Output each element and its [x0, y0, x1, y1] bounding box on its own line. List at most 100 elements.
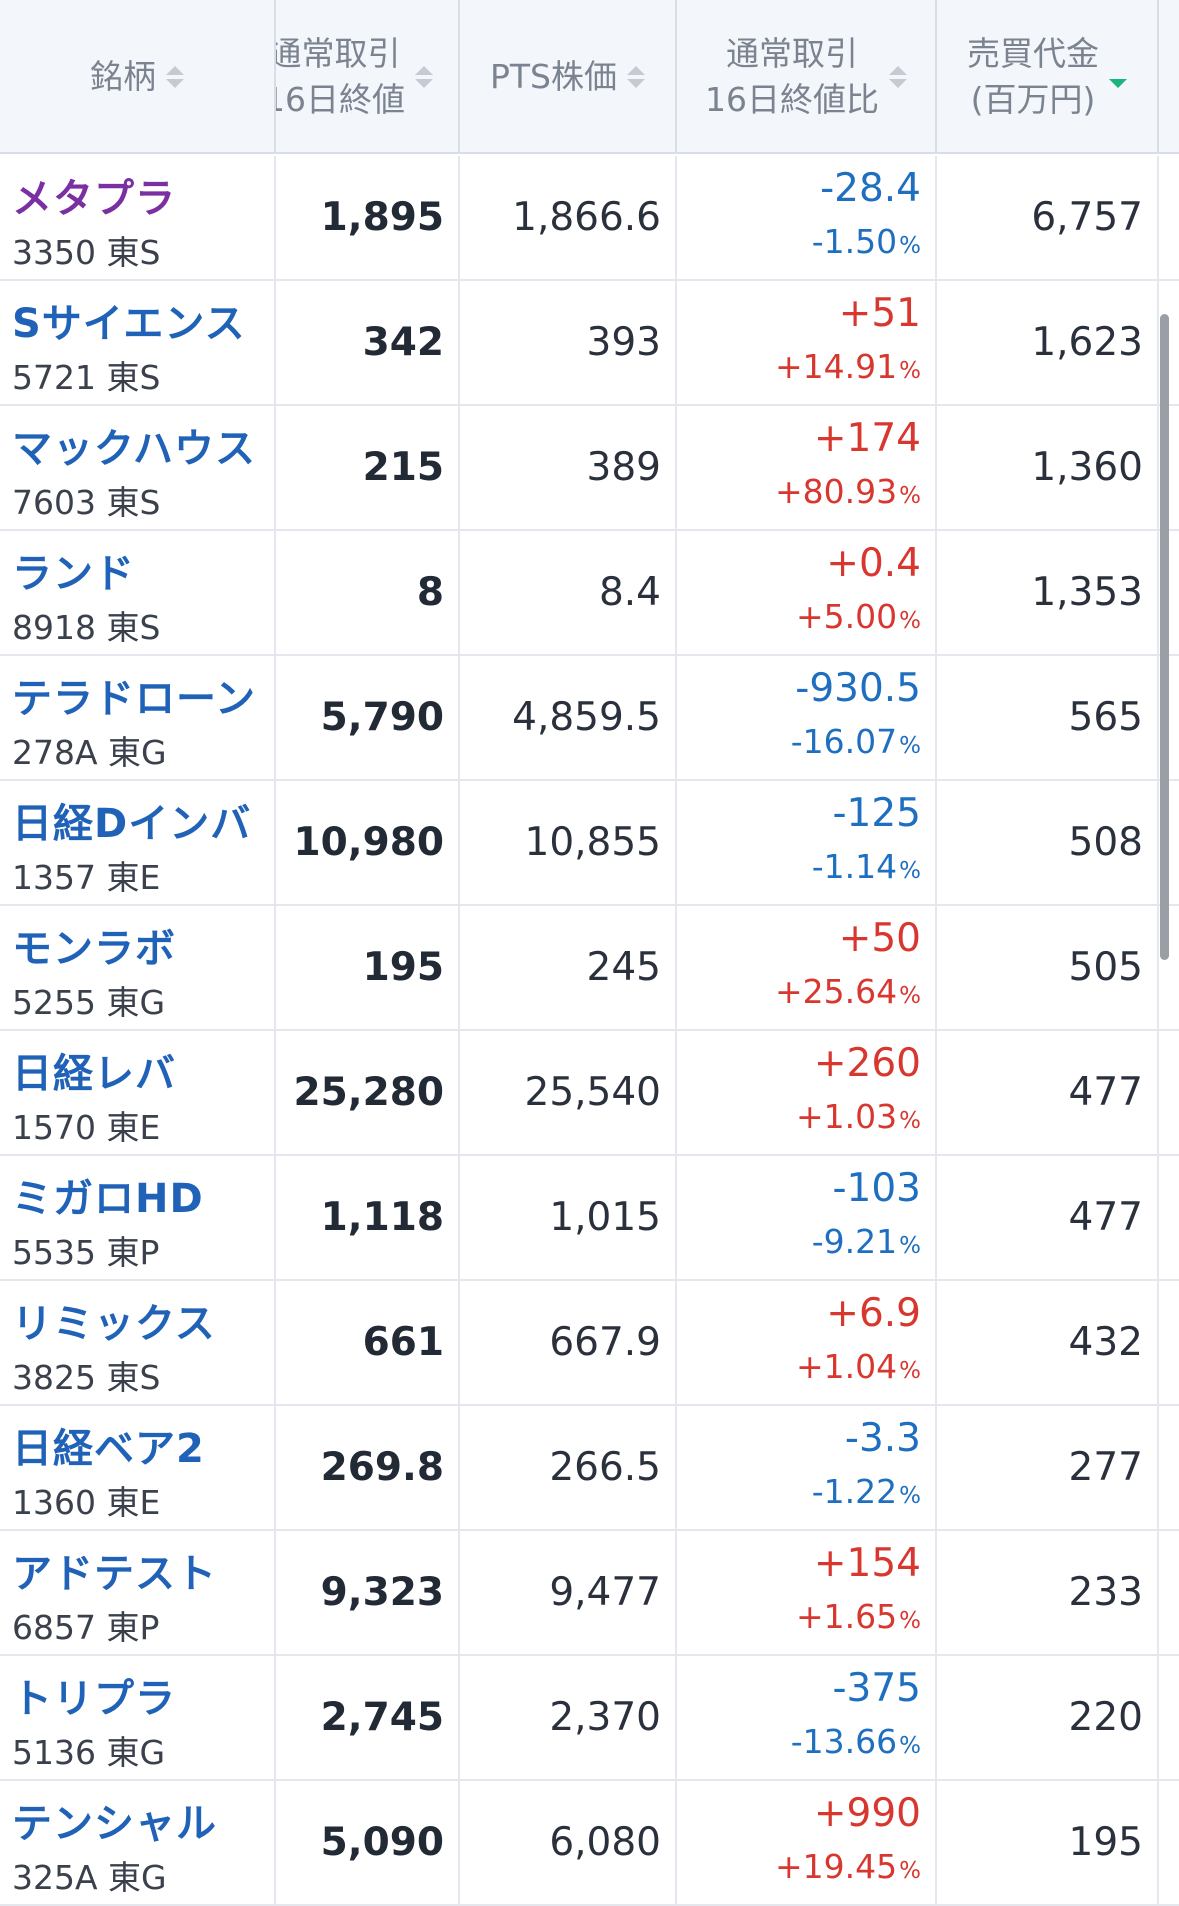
cell-volume: 6,757 — [937, 156, 1159, 279]
percent-sign: % — [899, 1108, 921, 1134]
pts-price: 8.4 — [598, 570, 661, 615]
table-row[interactable]: リミックス 3825 東S 661 667.9 +6.9 +1.04% 432 — [0, 1281, 1179, 1406]
column-header-volume-line2: (百万円) — [970, 80, 1096, 119]
stock-code: 325A 東G — [12, 1858, 167, 1897]
sort-icon — [889, 66, 907, 88]
change-value: +260 — [813, 1041, 921, 1086]
table-row[interactable]: Sサイエンス 5721 東S 342 393 +51 +14.91% 1,623 — [0, 281, 1179, 406]
table-row[interactable]: 日経レバ 1570 東E 25,280 25,540 +260 +1.03% 477 — [0, 1031, 1179, 1156]
stock-name-link[interactable]: アドテスト — [12, 1551, 217, 1597]
cell-change: +154 +1.65% — [677, 1531, 937, 1654]
pts-price: 4,859.5 — [512, 695, 661, 740]
stock-code: 3350 東S — [12, 233, 161, 272]
change-percent: -1.22% — [812, 1472, 921, 1511]
cell-pts: 10,855 — [460, 781, 677, 904]
change-value: -28.4 — [820, 166, 921, 211]
stock-name-link[interactable]: ランド — [12, 551, 135, 597]
percent-sign: % — [899, 233, 921, 259]
column-header-volume[interactable]: 売買代金 (百万円) — [937, 0, 1159, 154]
table-row[interactable]: アドテスト 6857 東P 9,323 9,477 +154 +1.65% 233 — [0, 1531, 1179, 1656]
change-value: +6.9 — [826, 1291, 921, 1336]
cell-volume: 195 — [937, 1781, 1159, 1904]
column-header-close-line1: 通常取引 — [276, 34, 401, 73]
cell-pts: 8.4 — [460, 531, 677, 654]
cell-change: -930.5 -16.07% — [677, 656, 937, 779]
stock-name-link[interactable]: 日経Dインバ — [12, 801, 252, 847]
table-row[interactable]: メタプラ 3350 東S 1,895 1,866.6 -28.4 -1.50% 6,757 — [0, 156, 1179, 281]
table-row[interactable]: テラドローン 278A 東G 5,790 4,859.5 -930.5 -16.07% 56… — [0, 656, 1179, 781]
change-percent-value: -1.14 — [811, 847, 898, 886]
stock-name-link[interactable]: テンシャル — [12, 1801, 217, 1847]
cell-change: -28.4 -1.50% — [677, 156, 937, 279]
stock-name-link[interactable]: メタプラ — [12, 176, 176, 222]
cell-pts: 6,080 — [460, 1781, 677, 1904]
column-header-name[interactable]: 銘柄 — [0, 0, 276, 154]
stock-name-link[interactable]: テラドローン — [12, 676, 256, 722]
table-row[interactable]: ミガロHD 5535 東P 1,118 1,015 -103 -9.21% 477 — [0, 1156, 1179, 1281]
column-header-change[interactable]: 通常取引 16日終値比 — [677, 0, 937, 154]
column-header-pts[interactable]: PTS株価 — [460, 0, 677, 154]
change-percent: -16.07% — [791, 722, 921, 761]
stock-name-link[interactable]: リミックス — [12, 1301, 216, 1347]
change-percent-value: +1.04 — [796, 1347, 898, 1386]
column-header-name-label: 銘柄 — [90, 57, 156, 96]
change-value: -125 — [832, 791, 921, 836]
column-header-change-line1: 通常取引 — [726, 34, 858, 73]
scrollbar[interactable] — [1160, 314, 1169, 960]
stock-code: 5535 東P — [12, 1233, 160, 1272]
change-value: -103 — [832, 1166, 921, 1211]
close-price: 195 — [362, 945, 444, 990]
cell-pts: 245 — [460, 906, 677, 1029]
change-percent: +5.00% — [796, 597, 921, 636]
sort-desc-active-icon — [1109, 66, 1127, 88]
cell-stock: アドテスト 6857 東P — [0, 1531, 276, 1654]
table-row[interactable]: 日経Dインバ 1357 東E 10,980 10,855 -125 -1.14% 508 — [0, 781, 1179, 906]
close-price: 10,980 — [293, 820, 445, 865]
table-row[interactable]: ランド 8918 東S 8 8.4 +0.4 +5.00% 1,353 — [0, 531, 1179, 656]
cell-volume: 477 — [937, 1031, 1159, 1154]
cell-stock: モンラボ 5255 東G — [0, 906, 276, 1029]
pts-price: 2,370 — [549, 1695, 661, 1740]
trading-value: 1,360 — [1031, 445, 1143, 490]
stock-name-link[interactable]: マックハウス — [12, 426, 256, 472]
pts-price: 389 — [586, 445, 661, 490]
close-price: 1,895 — [320, 195, 444, 240]
cell-change: +51 +14.91% — [677, 281, 937, 404]
change-percent-value: +25.64 — [775, 972, 898, 1011]
stock-name-link[interactable]: モンラボ — [12, 926, 176, 972]
close-price: 9,323 — [320, 1570, 444, 1615]
trading-value: 505 — [1068, 945, 1143, 990]
table-row[interactable]: テンシャル 325A 東G 5,090 6,080 +990 +19.45% 195 — [0, 1781, 1179, 1906]
trading-value: 1,353 — [1031, 570, 1143, 615]
pts-price: 10,855 — [524, 820, 661, 865]
close-price: 5,090 — [320, 1820, 444, 1865]
stock-code: 3825 東S — [12, 1358, 161, 1397]
change-value: -375 — [832, 1666, 921, 1711]
cell-close: 10,980 — [276, 781, 460, 904]
table-row[interactable]: 日経ベア2 1360 東E 269.8 266.5 -3.3 -1.22% 277 — [0, 1406, 1179, 1531]
cell-stock: ランド 8918 東S — [0, 531, 276, 654]
column-header-change-line2: 16日終値比 — [705, 80, 879, 119]
table-row[interactable]: マックハウス 7603 東S 215 389 +174 +80.93% 1,360 — [0, 406, 1179, 531]
change-percent: +19.45% — [775, 1847, 921, 1886]
cell-pts: 25,540 — [460, 1031, 677, 1154]
cell-change: -3.3 -1.22% — [677, 1406, 937, 1529]
stock-name-link[interactable]: ミガロHD — [12, 1176, 204, 1222]
cell-stock: 日経ベア2 1360 東E — [0, 1406, 276, 1529]
stock-name-link[interactable]: Sサイエンス — [12, 301, 246, 347]
pts-price: 6,080 — [549, 1820, 661, 1865]
table-row[interactable]: トリプラ 5136 東G 2,745 2,370 -375 -13.66% 220 — [0, 1656, 1179, 1781]
change-percent-value: +5.00 — [796, 597, 898, 636]
stock-name-link[interactable]: 日経レバ — [12, 1051, 176, 1097]
change-percent-value: -9.21 — [811, 1222, 898, 1261]
trading-value: 565 — [1068, 695, 1143, 740]
cell-change: +990 +19.45% — [677, 1781, 937, 1904]
cell-pts: 2,370 — [460, 1656, 677, 1779]
table-row[interactable]: モンラボ 5255 東G 195 245 +50 +25.64% 505 — [0, 906, 1179, 1031]
column-header-close[interactable]: 通常取引 16日終値 — [276, 0, 460, 154]
pts-price: 266.5 — [549, 1445, 661, 1490]
cell-close: 5,090 — [276, 1781, 460, 1904]
cell-change: +260 +1.03% — [677, 1031, 937, 1154]
stock-name-link[interactable]: トリプラ — [12, 1676, 176, 1722]
stock-name-link[interactable]: 日経ベア2 — [12, 1426, 205, 1472]
